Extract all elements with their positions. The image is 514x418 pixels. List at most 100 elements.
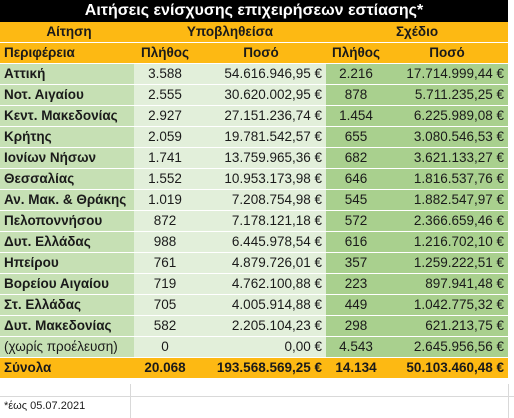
region-cell[interactable]: Βορείου Αιγαίου [0, 273, 134, 295]
plan-amount-cell[interactable]: 17.714.999,44 € [386, 63, 509, 85]
plan-count-cell[interactable]: 2.216 [326, 63, 387, 85]
plan-amount-cell[interactable]: 897.941,48 € [386, 273, 509, 295]
submitted-amount-cell[interactable]: 2.205.104,23 € [196, 315, 327, 337]
header-submitted-amount[interactable]: Ποσό [196, 42, 327, 64]
header-plan[interactable]: Σχέδιο [326, 22, 509, 43]
submitted-count-cell[interactable]: 2.555 [134, 84, 196, 106]
region-cell[interactable]: Ιονίων Νήσων [0, 147, 134, 169]
plan-count-cell[interactable]: 646 [326, 168, 387, 190]
grid-line [508, 384, 509, 418]
submitted-amount-cell[interactable]: 0,00 € [196, 336, 327, 358]
header-submitted[interactable]: Υποβληθείσα [134, 22, 327, 43]
region-cell[interactable]: Δυτ. Ελλάδας [0, 231, 134, 253]
header-row-columns: Περιφέρεια Πλήθος Ποσό Πλήθος Ποσό [0, 42, 509, 64]
submitted-count-cell[interactable]: 719 [134, 273, 196, 295]
plan-count-cell[interactable]: 616 [326, 231, 387, 253]
table-row: Νοτ. Αιγαίου 2.555 30.620.002,95 €878 5.711… [0, 84, 509, 106]
submitted-count-cell[interactable]: 0 [134, 336, 196, 358]
table-row: Πελοποννήσου 872 7.178.121,18 €572 2.366.65… [0, 210, 509, 232]
plan-amount-cell[interactable]: 1.042.775,32 € [386, 294, 509, 316]
plan-count-cell[interactable]: 223 [326, 273, 387, 295]
table-row: Θεσσαλίας 1.552 10.953.173,98 €646 1.816.53… [0, 168, 509, 190]
submitted-amount-cell[interactable]: 6.445.978,54 € [196, 231, 327, 253]
region-cell[interactable]: Πελοποννήσου [0, 210, 134, 232]
plan-count-cell[interactable]: 298 [326, 315, 387, 337]
plan-count-cell[interactable]: 4.543 [326, 336, 387, 358]
submitted-amount-cell[interactable]: 7.178.121,18 € [196, 210, 327, 232]
footnote: *έως 05.07.2021 [4, 400, 86, 412]
plan-amount-cell[interactable]: 3.080.546,53 € [386, 126, 509, 148]
region-cell[interactable]: Κεντ. Μακεδονίας [0, 105, 134, 127]
region-cell[interactable]: Θεσσαλίας [0, 168, 134, 190]
totals-plan-amount[interactable]: 50.103.460,48 € [386, 357, 509, 379]
region-cell[interactable]: Ηπείρου [0, 252, 134, 274]
submitted-amount-cell[interactable]: 4.879.726,01 € [196, 252, 327, 274]
submitted-count-cell[interactable]: 582 [134, 315, 196, 337]
plan-amount-cell[interactable]: 1.259.222,51 € [386, 252, 509, 274]
totals-label[interactable]: Σύνολα [0, 357, 134, 379]
plan-count-cell[interactable]: 1.454 [326, 105, 387, 127]
submitted-count-cell[interactable]: 761 [134, 252, 196, 274]
region-cell[interactable]: Δυτ. Μακεδονίας [0, 315, 134, 337]
submitted-amount-cell[interactable]: 7.208.754,98 € [196, 189, 327, 211]
table-row: Ηπείρου 761 4.879.726,01 €357 1.259.222,51 … [0, 252, 509, 274]
totals-submitted-count[interactable]: 20.068 [134, 357, 196, 379]
table-row: Δυτ. Μακεδονίας 582 2.205.104,23 €298 621.2… [0, 315, 509, 337]
totals-plan-count[interactable]: 14.134 [326, 357, 387, 379]
submitted-amount-cell[interactable]: 4.005.914,88 € [196, 294, 327, 316]
submitted-amount-cell[interactable]: 4.762.100,88 € [196, 273, 327, 295]
table-row: Ιονίων Νήσων 1.741 13.759.965,36 €682 3.621… [0, 147, 509, 169]
table-row: Αν. Μακ. & Θράκης 1.019 7.208.754,98 €545 1… [0, 189, 509, 211]
plan-amount-cell[interactable]: 2.645.956,56 € [386, 336, 509, 358]
table-row: Κρήτης 2.059 19.781.542,57 €655 3.080.546,5… [0, 126, 509, 148]
submitted-amount-cell[interactable]: 10.953.173,98 € [196, 168, 327, 190]
plan-amount-cell[interactable]: 6.225.989,08 € [386, 105, 509, 127]
plan-amount-cell[interactable]: 621.213,75 € [386, 315, 509, 337]
plan-count-cell[interactable]: 545 [326, 189, 387, 211]
plan-count-cell[interactable]: 449 [326, 294, 387, 316]
region-cell[interactable]: Κρήτης [0, 126, 134, 148]
table-row: (χωρίς προέλευση) 0 0,00 €4.543 2.645.956,5… [0, 336, 509, 358]
table-row: Κεντ. Μακεδονίας 2.927 27.151.236,74 €1.45… [0, 105, 509, 127]
region-cell[interactable]: Αν. Μακ. & Θράκης [0, 189, 134, 211]
header-submitted-count[interactable]: Πλήθος [134, 42, 196, 64]
plan-amount-cell[interactable]: 2.366.659,46 € [386, 210, 509, 232]
region-cell[interactable]: Αττική [0, 63, 134, 85]
submitted-amount-cell[interactable]: 54.616.946,95 € [196, 63, 327, 85]
header-region[interactable]: Περιφέρεια [0, 42, 134, 64]
plan-amount-cell[interactable]: 1.216.702,10 € [386, 231, 509, 253]
plan-count-cell[interactable]: 682 [326, 147, 387, 169]
submitted-count-cell[interactable]: 1.019 [134, 189, 196, 211]
plan-count-cell[interactable]: 655 [326, 126, 387, 148]
table-title: Αιτήσεις ενίσχυσης επιχειρήσεων εστίασης… [0, 0, 508, 22]
submitted-count-cell[interactable]: 872 [134, 210, 196, 232]
submitted-count-cell[interactable]: 1.552 [134, 168, 196, 190]
region-cell[interactable]: (χωρίς προέλευση) [0, 336, 134, 358]
header-request[interactable]: Αίτηση [0, 22, 134, 43]
plan-count-cell[interactable]: 878 [326, 84, 387, 106]
totals-row: Σύνολα 20.068 193.568.569,25 €14.134 50.103… [0, 357, 509, 379]
submitted-amount-cell[interactable]: 19.781.542,57 € [196, 126, 327, 148]
plan-count-cell[interactable]: 357 [326, 252, 387, 274]
header-plan-count[interactable]: Πλήθος [326, 42, 387, 64]
submitted-count-cell[interactable]: 2.059 [134, 126, 196, 148]
plan-amount-cell[interactable]: 1.882.547,97 € [386, 189, 509, 211]
plan-amount-cell[interactable]: 1.816.537,76 € [386, 168, 509, 190]
submitted-count-cell[interactable]: 1.741 [134, 147, 196, 169]
submitted-amount-cell[interactable]: 13.759.965,36 € [196, 147, 327, 169]
plan-amount-cell[interactable]: 5.711.235,25 € [386, 84, 509, 106]
region-cell[interactable]: Νοτ. Αιγαίου [0, 84, 134, 106]
submitted-count-cell[interactable]: 988 [134, 231, 196, 253]
table-row: Δυτ. Ελλάδας 988 6.445.978,54 €616 1.216.70… [0, 231, 509, 253]
submitted-count-cell[interactable]: 3.588 [134, 63, 196, 85]
header-plan-amount[interactable]: Ποσό [386, 42, 509, 64]
submitted-amount-cell[interactable]: 27.151.236,74 € [196, 105, 327, 127]
plan-count-cell[interactable]: 572 [326, 210, 387, 232]
plan-amount-cell[interactable]: 3.621.133,27 € [386, 147, 509, 169]
submitted-amount-cell[interactable]: 30.620.002,95 € [196, 84, 327, 106]
submitted-count-cell[interactable]: 2.927 [134, 105, 196, 127]
region-cell[interactable]: Στ. Ελλάδας [0, 294, 134, 316]
totals-submitted-amount[interactable]: 193.568.569,25 € [196, 357, 327, 379]
submitted-count-cell[interactable]: 705 [134, 294, 196, 316]
